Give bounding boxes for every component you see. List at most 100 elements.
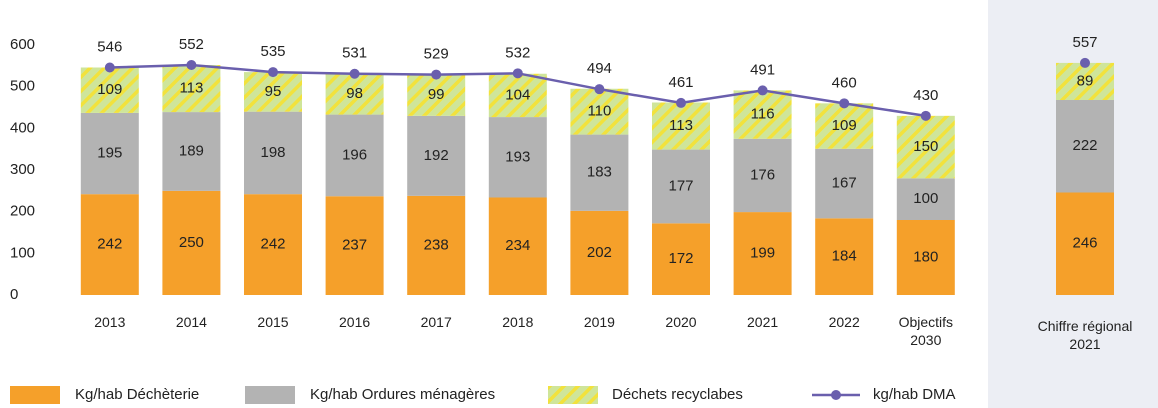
data-label: 167 <box>832 175 857 192</box>
data-label: 237 <box>342 237 367 254</box>
bar-segment <box>896 220 955 295</box>
bar-segment <box>407 74 466 116</box>
data-label: 110 <box>587 103 611 120</box>
bar-segment <box>733 212 792 295</box>
line-marker <box>920 110 931 121</box>
bar-segment <box>815 218 874 295</box>
line-label: 491 <box>750 61 775 78</box>
legend-label: kg/hab DMA <box>873 386 956 403</box>
line-marker <box>512 68 523 79</box>
x-tick-label: 2014 <box>175 314 207 330</box>
data-label: 150 <box>913 138 938 155</box>
line-label: 460 <box>832 74 857 91</box>
data-label: 109 <box>832 117 857 134</box>
data-label: 192 <box>424 147 449 164</box>
bar-segment <box>162 112 221 191</box>
bar-segment <box>1056 100 1114 193</box>
line-marker <box>186 60 197 70</box>
data-label: 98 <box>346 85 363 102</box>
line-label: 461 <box>668 74 693 91</box>
data-label: 202 <box>587 244 612 261</box>
bar-segment <box>570 210 629 295</box>
bar-segment <box>733 138 792 213</box>
data-label: 199 <box>750 245 775 262</box>
legend-marker <box>831 390 841 400</box>
line-marker <box>268 67 278 78</box>
legend-label: Déchets recyclabes <box>612 386 743 403</box>
data-label: 104 <box>505 86 530 103</box>
bar-segment <box>325 196 384 295</box>
bar-segment <box>570 134 629 211</box>
data-label: 116 <box>751 106 775 123</box>
data-label: 183 <box>587 164 612 181</box>
bar-segment <box>80 112 139 195</box>
line-marker <box>839 98 850 109</box>
bar-segment <box>1056 192 1114 295</box>
line-marker <box>349 68 360 79</box>
data-label: 198 <box>260 144 285 161</box>
data-label: 222 <box>1072 137 1097 154</box>
data-label: 109 <box>97 81 122 98</box>
x-tick-label: 2020 <box>665 314 697 330</box>
bar-segment <box>488 73 547 118</box>
data-label: 242 <box>97 236 122 253</box>
y-tick-label: 0 <box>10 286 18 303</box>
line-label: 557 <box>1072 34 1097 51</box>
x-tick-label: 2017 <box>420 314 452 330</box>
legend-swatch <box>245 386 295 404</box>
bar-segment <box>488 197 547 295</box>
bar-segment <box>80 67 139 113</box>
bar-segment <box>244 72 302 112</box>
x-tick-label: 2013 <box>94 314 126 330</box>
data-label: 184 <box>832 248 857 265</box>
legend-swatch <box>10 386 60 404</box>
line-marker <box>104 62 115 73</box>
bar-segment <box>815 103 874 149</box>
line-label: 532 <box>505 44 530 61</box>
data-label: 234 <box>505 237 530 254</box>
bar-segment <box>488 117 547 198</box>
line-marker <box>431 69 442 80</box>
bar-segment <box>407 195 466 295</box>
line-label: 552 <box>179 36 204 53</box>
bar-segment <box>652 223 710 295</box>
data-label: 193 <box>505 148 530 165</box>
bar-segment <box>1056 62 1114 100</box>
y-tick-label: 400 <box>10 119 35 136</box>
bar-segment <box>407 115 466 196</box>
y-tick-label: 300 <box>10 161 35 178</box>
data-label: 242 <box>260 236 285 253</box>
y-tick-label: 200 <box>10 203 35 220</box>
line-label: 535 <box>260 43 285 60</box>
y-tick-label: 500 <box>10 78 35 95</box>
data-label: 100 <box>913 190 938 207</box>
data-label: 180 <box>913 248 938 265</box>
data-label: 172 <box>668 250 693 267</box>
y-tick-label: 100 <box>10 244 35 261</box>
data-label: 195 <box>97 145 122 162</box>
line-marker <box>1080 57 1090 68</box>
bar-segment <box>325 114 384 197</box>
line-marker <box>676 97 686 108</box>
legend-swatch <box>548 386 598 404</box>
x-tick-label: 2018 <box>502 314 534 330</box>
y-tick-label: 600 <box>10 36 35 53</box>
legend-label: Kg/hab Ordures ménagères <box>310 386 495 403</box>
data-label: 238 <box>424 236 449 253</box>
bar-segment <box>325 73 384 115</box>
data-label: 189 <box>179 142 204 159</box>
line-marker <box>594 84 605 95</box>
data-label: 113 <box>669 117 693 134</box>
bar-segment <box>652 149 710 224</box>
data-label: 250 <box>179 234 204 251</box>
bar-segment <box>896 178 955 220</box>
x-tick-label: 2016 <box>339 314 371 330</box>
data-label: 246 <box>1072 235 1097 252</box>
data-label: 196 <box>342 146 367 163</box>
x-tick-label: 2021 <box>747 314 779 330</box>
line-label: 531 <box>342 45 367 62</box>
x-tick-label: Chiffre régional 2021 <box>1037 318 1133 352</box>
line-label: 546 <box>97 38 122 55</box>
bar-segment <box>652 102 710 150</box>
data-label: 177 <box>668 177 693 194</box>
